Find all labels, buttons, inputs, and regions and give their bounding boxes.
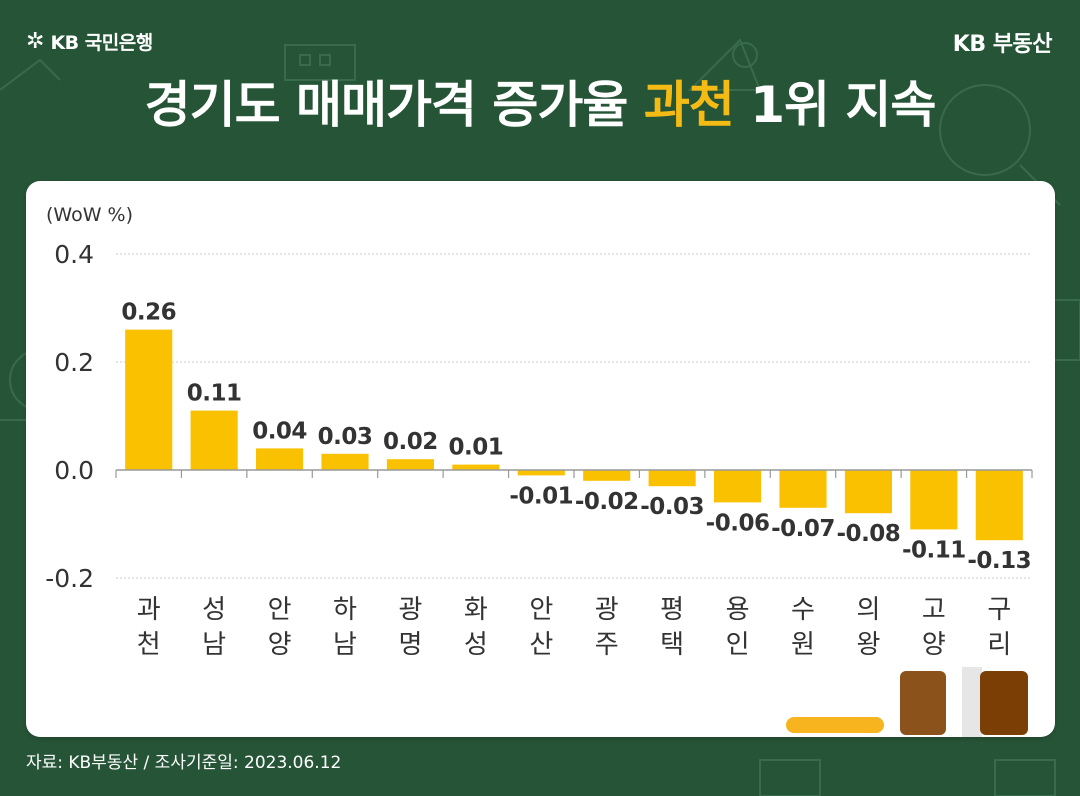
bank-name: KB 국민은행	[50, 32, 153, 54]
chart-card: (WoW %) 0.4 0.2 0.0 -0.2 0.26 0.11 0.04 0.03 0.…	[26, 181, 1055, 737]
headline-suffix: 1위 지속	[733, 76, 936, 134]
unit-label: (WoW %)	[46, 204, 133, 226]
bar-chart: (WoW %) 0.4 0.2 0.0 -0.2 0.26 0.11 0.04 0.03 0.…	[45, 204, 1033, 737]
data-label: -0.02	[575, 489, 639, 515]
bar	[910, 470, 958, 530]
y-tick-label: 0.0	[54, 456, 94, 485]
value-labels: 0.260.110.04 0.03 0.02 0.01-0.01 -0.02 -0.03-…	[121, 300, 1031, 575]
data-label: 0.11	[187, 381, 242, 407]
kb-bank-logo: ✲ KB 국민은행	[26, 28, 153, 55]
headline: 경기도 매매가격 증가율 과천 1위 지속	[0, 78, 1080, 133]
data-label: -0.01	[509, 483, 573, 509]
data-label: 0.04	[252, 418, 307, 444]
bar	[256, 448, 304, 470]
y-tick-label: -0.2	[45, 564, 94, 593]
category-labels: 과 천 성 남 안 양 하 남 광 명 화 성 안 산 광 주 평 택 용 인 수 원 의 왕 고 양 구 리	[137, 595, 1011, 660]
data-label: -0.07	[771, 516, 835, 542]
kb-star-icon: ✲	[26, 28, 45, 54]
bar	[125, 329, 173, 470]
data-label: 0.01	[448, 435, 503, 461]
bar	[190, 410, 238, 470]
y-tick-label: 0.2	[54, 348, 94, 377]
bar	[648, 470, 696, 487]
data-label: 0.03	[318, 424, 373, 450]
headline-highlight: 과천	[643, 76, 735, 134]
data-label: -0.08	[837, 521, 901, 547]
bars	[125, 329, 1023, 541]
y-tick-label: 0.4	[54, 240, 94, 269]
bar	[844, 470, 892, 514]
bar	[583, 470, 631, 481]
y-axis-ticks: 0.4 0.2 0.0 -0.2	[45, 240, 94, 593]
x-axis	[115, 469, 1033, 478]
bar	[714, 470, 762, 503]
source-note: 자료: KB부동산 / 조사기준일: 2023.06.12	[26, 753, 342, 773]
bar	[452, 464, 500, 470]
data-label: 0.02	[383, 429, 438, 455]
data-label: -0.06	[706, 510, 770, 536]
bar	[517, 470, 565, 476]
data-label: -0.11	[902, 537, 966, 563]
grid-lines	[116, 253, 1032, 579]
bar	[779, 470, 827, 508]
bar	[975, 470, 1023, 541]
bar	[321, 453, 369, 470]
data-label: -0.13	[967, 548, 1031, 574]
book-decoration	[786, 667, 1028, 737]
top-bar: ✲ KB 국민은행 KB 부동산	[0, 0, 1080, 70]
data-label: -0.03	[640, 494, 704, 520]
data-label: 0.26	[121, 300, 176, 326]
headline-prefix: 경기도 매매가격 증가율	[144, 76, 644, 134]
bar	[386, 459, 434, 470]
kb-realestate-logo: KB 부동산	[952, 32, 1053, 57]
